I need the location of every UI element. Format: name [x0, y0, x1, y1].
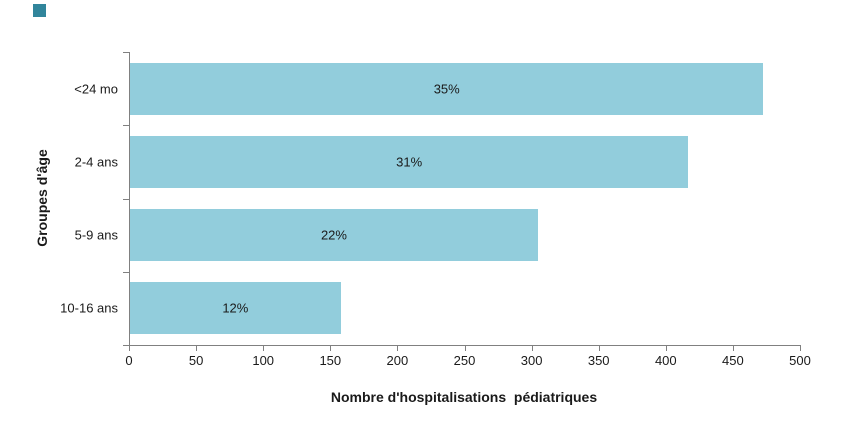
y-axis-tick	[123, 198, 129, 200]
x-axis-tick	[129, 346, 130, 351]
y-axis-line	[129, 52, 130, 346]
bar	[130, 282, 341, 335]
x-axis-tick	[800, 346, 801, 351]
x-axis-line	[129, 345, 801, 346]
x-axis-tick-label: 500	[789, 353, 811, 368]
x-axis-tick	[665, 346, 667, 351]
legend-key-marker	[33, 4, 46, 17]
x-axis-tick-label: 150	[319, 353, 342, 368]
y-axis-tick	[123, 345, 129, 346]
x-axis-tick-label: 250	[453, 353, 476, 368]
x-axis-tick	[531, 346, 533, 351]
bar	[130, 209, 538, 262]
y-category-label: <24 mo	[74, 81, 118, 97]
x-axis-tick	[196, 346, 198, 351]
y-category-label: 5-9 ans	[74, 227, 118, 243]
x-axis-tick-label: 0	[125, 353, 133, 368]
bar-value-label: 35%	[433, 81, 460, 97]
x-axis-title: Nombre d'hospitalisations pédiatriques	[330, 389, 598, 405]
x-axis-tick-label: 100	[252, 353, 275, 368]
bar	[130, 135, 689, 188]
y-axis-tick	[123, 125, 129, 127]
x-axis-tick	[464, 346, 466, 351]
x-axis-tick-label: 350	[587, 353, 610, 368]
x-axis-tick-label: 450	[722, 353, 744, 368]
y-axis-tick	[123, 52, 129, 53]
x-axis-tick-label: 200	[386, 353, 409, 368]
x-axis-tick	[598, 346, 600, 351]
x-axis-tick	[330, 346, 332, 351]
x-axis-tick	[263, 346, 265, 351]
y-category-label: 2-4 ans	[74, 154, 118, 170]
y-category-label: 10-16 ans	[60, 300, 118, 316]
bar	[130, 62, 764, 115]
x-axis-tick	[397, 346, 399, 351]
x-axis-tick	[732, 346, 734, 351]
x-axis-tick-label: 300	[520, 353, 543, 368]
y-axis-tick	[123, 271, 129, 273]
x-axis-tick-label: 50	[188, 353, 204, 368]
bar-value-label: 31%	[396, 154, 423, 170]
plot-area: 35% 31% 22% 12%	[129, 52, 800, 345]
bar-value-label: 12%	[222, 300, 249, 316]
x-axis-tick-label: 400	[654, 353, 677, 368]
bar-value-label: 22%	[320, 227, 347, 243]
